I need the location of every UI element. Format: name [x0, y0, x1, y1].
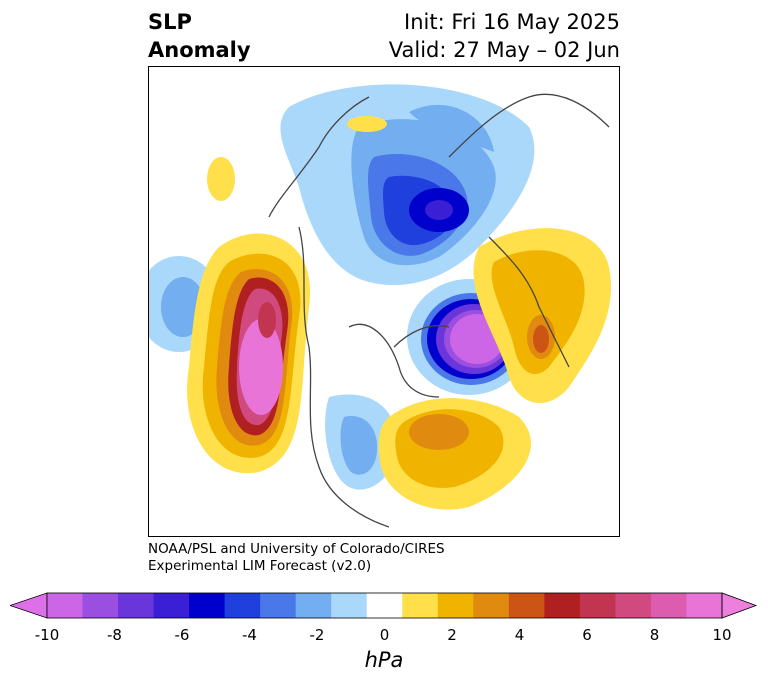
colorbar-cell [260, 593, 297, 618]
valid-date: Valid: 27 May – 02 Jun [388, 38, 620, 62]
credit-text: NOAA/PSL and University of Colorado/CIRE… [148, 541, 445, 575]
arctic-low-anomaly [280, 84, 535, 286]
colorbar-max-extend [721, 592, 758, 619]
credit-line-1: NOAA/PSL and University of Colorado/CIRE… [148, 541, 445, 557]
colorbar-tick-label: -2 [309, 626, 325, 644]
colorbar-tick-label: 6 [582, 626, 592, 644]
colorbar-cell [295, 593, 332, 618]
colorbar-tick-label: -10 [34, 626, 60, 644]
anomaly-map [149, 84, 611, 528]
colorbar-unit: hPa [364, 648, 404, 672]
colorbar-cell [686, 593, 723, 618]
title-line-1: SLP [148, 10, 192, 34]
title-line-2: Anomaly [148, 38, 251, 62]
credit-line-2: Experimental LIM Forecast (v2.0) [148, 558, 372, 574]
colorbar-min-extend [10, 592, 48, 619]
colorbar-cell [650, 593, 687, 618]
colorbar-cell [47, 593, 84, 618]
colorbar-cell [153, 593, 190, 618]
greenland-low-anomaly [407, 279, 531, 395]
arctic-high-blob [347, 116, 387, 132]
colorbar-cell [473, 593, 510, 618]
north-america-low-anomaly [325, 394, 398, 490]
colorbar-cell [331, 593, 368, 618]
colorbar-ticks: -10 -8 -6 -4 -2 0 2 4 6 8 10 [0, 626, 768, 646]
colorbar-cell [82, 593, 119, 618]
colorbar-cell [579, 593, 616, 618]
map-panel [148, 66, 620, 537]
colorbar-tick-label: 4 [514, 626, 525, 644]
atlantic-high-anomaly [378, 398, 531, 510]
colorbar-cell [402, 593, 439, 618]
colorbar-tick-label: 2 [447, 626, 457, 644]
colorbar-cell [366, 593, 403, 618]
colorbar-tick-label: -8 [107, 626, 122, 644]
colorbar [10, 592, 758, 619]
colorbar-tick-label: -4 [242, 626, 257, 644]
init-date: Init: Fri 16 May 2025 [404, 10, 620, 34]
forecast-dates: Init: Fri 16 May 2025 Valid: 27 May – 02… [389, 8, 620, 64]
colorbar-tick-label: 0 [379, 626, 390, 644]
colorbar-cell [615, 593, 652, 618]
colorbar-tick-label: 8 [649, 626, 660, 644]
west-coast-high-anomaly [187, 233, 311, 474]
colorbar-cell [189, 593, 226, 618]
colorbar-cell [437, 593, 474, 618]
coastlines [268, 93, 610, 528]
colorbar-cell [224, 593, 261, 618]
colorbar-cell [544, 593, 581, 618]
map-title: SLP Anomaly [148, 8, 251, 64]
colorbar-cell [118, 593, 155, 618]
colorbar-tick-label: -6 [174, 626, 190, 644]
colorbar-cell [508, 593, 545, 618]
colorbar-tick-label: 10 [712, 626, 732, 644]
alaska-high-blob [207, 157, 235, 201]
